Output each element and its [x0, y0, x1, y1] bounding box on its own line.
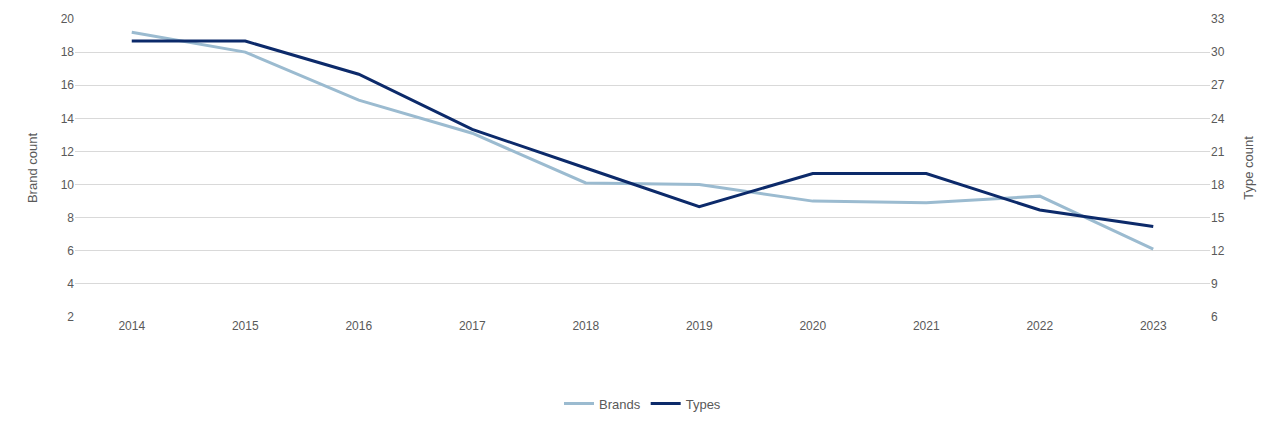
svg-text:2017: 2017 — [459, 319, 486, 333]
svg-text:8: 8 — [67, 211, 74, 225]
svg-text:33: 33 — [1211, 12, 1225, 26]
svg-text:Brands: Brands — [599, 397, 641, 412]
svg-text:10: 10 — [61, 178, 75, 192]
svg-text:12: 12 — [1211, 244, 1225, 258]
svg-text:2: 2 — [67, 310, 74, 324]
svg-text:14: 14 — [61, 112, 75, 126]
svg-text:2018: 2018 — [572, 319, 599, 333]
svg-text:18: 18 — [61, 45, 75, 59]
svg-text:21: 21 — [1211, 145, 1225, 159]
svg-text:6: 6 — [1211, 310, 1218, 324]
svg-text:2023: 2023 — [1140, 319, 1167, 333]
svg-text:2016: 2016 — [345, 319, 372, 333]
svg-text:Brand count: Brand count — [25, 133, 40, 203]
svg-text:20: 20 — [61, 12, 75, 26]
svg-text:Type count: Type count — [1241, 136, 1256, 200]
svg-text:15: 15 — [1211, 211, 1225, 225]
svg-text:2021: 2021 — [913, 319, 940, 333]
svg-text:9: 9 — [1211, 277, 1218, 291]
svg-text:6: 6 — [67, 244, 74, 258]
svg-text:30: 30 — [1211, 45, 1225, 59]
svg-text:4: 4 — [67, 277, 74, 291]
svg-text:12: 12 — [61, 145, 75, 159]
svg-text:16: 16 — [61, 78, 75, 92]
svg-text:2015: 2015 — [232, 319, 259, 333]
svg-text:2019: 2019 — [686, 319, 713, 333]
svg-text:2020: 2020 — [799, 319, 826, 333]
svg-text:Types: Types — [686, 397, 721, 412]
svg-text:24: 24 — [1211, 112, 1225, 126]
svg-text:2022: 2022 — [1026, 319, 1053, 333]
svg-text:18: 18 — [1211, 178, 1225, 192]
svg-text:2014: 2014 — [118, 319, 145, 333]
svg-text:27: 27 — [1211, 78, 1225, 92]
